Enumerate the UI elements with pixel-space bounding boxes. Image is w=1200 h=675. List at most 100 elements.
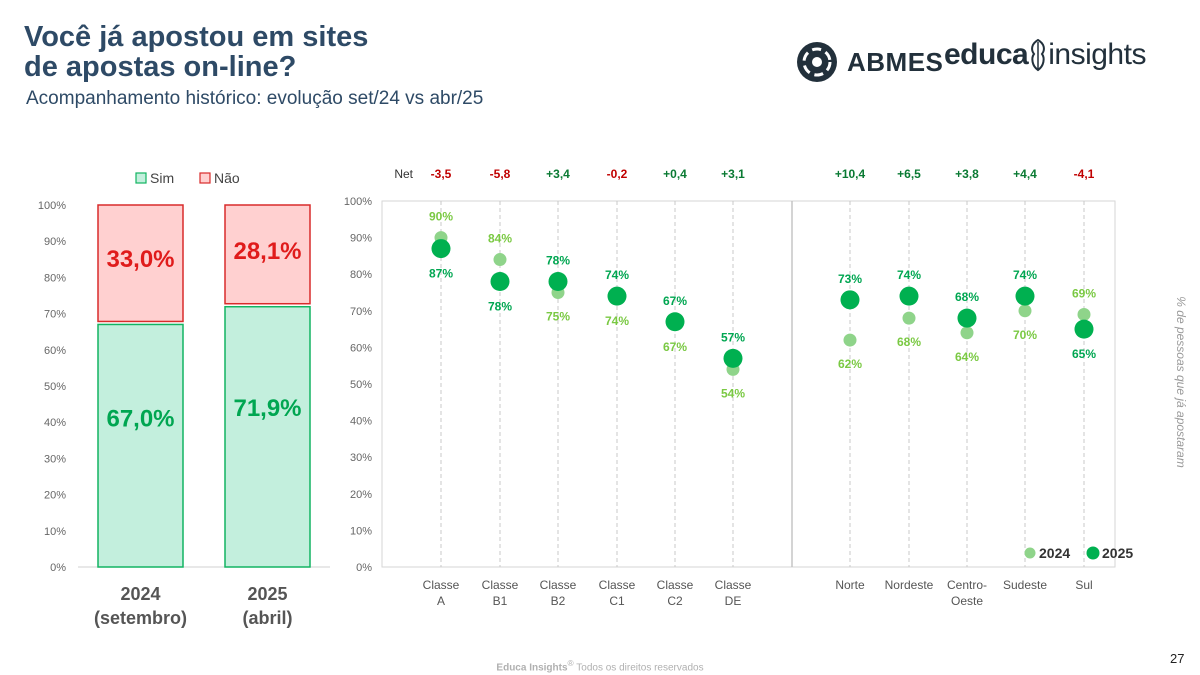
dot-2025 <box>723 348 743 368</box>
page-subtitle: Acompanhamento histórico: evolução set/2… <box>26 88 484 109</box>
right-y-tick-label: 0% <box>356 562 372 574</box>
bar-sim <box>224 305 311 568</box>
page-number: 27 <box>1170 651 1185 666</box>
legend-2024-dot <box>1024 547 1036 559</box>
insights-logo-text: insights <box>1048 38 1146 71</box>
footer-rights: Todos os direitos reservados <box>573 662 704 674</box>
page-title: Você já apostou em sites de apostas on-l… <box>24 22 368 82</box>
dot-2025 <box>490 272 510 292</box>
left-y-tick-label: 60% <box>44 345 66 357</box>
bar-nao <box>224 204 311 305</box>
right-y-tick-label: 20% <box>350 489 372 501</box>
net-value-label: -3,5 <box>431 167 452 181</box>
right-y-tick-label: 100% <box>344 196 372 208</box>
legend-2025-dot <box>1086 546 1100 560</box>
dot-2025 <box>1015 286 1035 306</box>
dot-2024 <box>960 326 974 340</box>
dot-2024-value-label: 54% <box>721 386 745 400</box>
net-value-label: +0,4 <box>663 167 687 181</box>
right-y-tick-label: 80% <box>350 269 372 281</box>
x-category-label: Classe <box>657 578 694 592</box>
dot-2025 <box>957 308 977 328</box>
x-category-label: B2 <box>551 594 566 608</box>
net-value-label: +4,4 <box>1013 167 1037 181</box>
dot-2024-value-label: 68% <box>897 335 921 349</box>
x-category-label: Classe <box>482 578 519 592</box>
left-y-tick-label: 20% <box>44 490 66 502</box>
legend-sim-swatch <box>135 172 147 184</box>
left-category-label: 2024 <box>120 584 160 604</box>
x-category-label: C1 <box>609 594 625 608</box>
x-category-label: Sudeste <box>1003 578 1047 592</box>
bar-sim-value-label: 71,9% <box>233 395 301 422</box>
dot-2025 <box>431 239 451 259</box>
left-y-tick-label: 100% <box>38 200 66 212</box>
dot-2025-value-label: 65% <box>1072 347 1096 361</box>
right-y-tick-label: 30% <box>350 452 372 464</box>
left-category-label: (setembro) <box>94 608 187 628</box>
dot-2024 <box>1018 304 1032 318</box>
right-y-tick-label: 60% <box>350 342 372 354</box>
dot-2024 <box>902 311 916 325</box>
net-value-label: -4,1 <box>1074 167 1095 181</box>
left-y-tick-label: 70% <box>44 309 66 321</box>
left-y-tick-label: 90% <box>44 236 66 248</box>
x-category-label: Nordeste <box>885 578 934 592</box>
net-value-label: +3,1 <box>721 167 745 181</box>
dot-2024-value-label: 70% <box>1013 328 1037 342</box>
bar-sim <box>97 323 184 568</box>
dot-2024-value-label: 90% <box>429 210 453 224</box>
dot-2024 <box>1077 307 1091 321</box>
abmes-logo-text: ABMES <box>847 46 944 77</box>
left-category-label: (abril) <box>242 608 292 628</box>
dot-2025-value-label: 73% <box>838 272 862 286</box>
footer-registered: ® <box>567 658 574 668</box>
dot-2025-value-label: 78% <box>488 300 512 314</box>
dot-2024-value-label: 75% <box>546 310 570 324</box>
x-category-label: Norte <box>835 578 865 592</box>
x-category-label: Sul <box>1075 578 1092 592</box>
dot-2025 <box>665 312 685 332</box>
dot-2025-value-label: 67% <box>663 294 687 308</box>
x-category-label: DE <box>725 594 742 608</box>
net-row-label: Net <box>394 167 413 181</box>
footer: Educa Insights® Todos os direitos reserv… <box>0 658 1200 673</box>
bar-nao-value-label: 28,1% <box>233 238 301 265</box>
y-axis-side-label: % de pessoas que já apostaram <box>1170 282 1192 482</box>
left-y-tick-label: 10% <box>44 526 66 538</box>
net-value-label: +10,4 <box>835 167 866 181</box>
right-plot-frame <box>381 200 1116 568</box>
x-category-label: A <box>437 594 445 608</box>
dot-2025-value-label: 74% <box>897 268 921 282</box>
net-value-label: +3,8 <box>955 167 979 181</box>
title-line-2: de apostas on-line? <box>24 51 297 83</box>
brain-icon <box>1031 38 1046 72</box>
abmes-logo: ABMES <box>795 40 943 84</box>
net-value-label: +3,4 <box>546 167 570 181</box>
net-value-label: -0,2 <box>607 167 628 181</box>
right-y-tick-label: 10% <box>350 525 372 537</box>
x-category-label: Centro- <box>947 578 987 592</box>
dot-2025 <box>840 290 860 310</box>
x-category-label: Classe <box>599 578 636 592</box>
left-category-label: 2025 <box>247 584 287 604</box>
legend-sim-label: Sim <box>150 170 174 186</box>
x-category-label: Classe <box>715 578 752 592</box>
footer-brand: Educa Insights <box>496 662 568 674</box>
x-category-label: B1 <box>493 594 508 608</box>
dot-2025 <box>899 286 919 306</box>
dot-2025 <box>607 286 627 306</box>
x-category-label: Classe <box>540 578 577 592</box>
bar-sim-value-label: 67,0% <box>106 405 174 432</box>
legend-nao-label: Não <box>214 170 240 186</box>
x-category-label: C2 <box>667 594 683 608</box>
educa-insights-logo: educa insights <box>944 38 1146 72</box>
right-y-tick-label: 70% <box>350 306 372 318</box>
dot-2025-value-label: 74% <box>605 268 629 282</box>
bar-nao <box>97 204 184 323</box>
left-y-tick-label: 80% <box>44 272 66 284</box>
dot-2025-value-label: 68% <box>955 290 979 304</box>
dot-2024 <box>843 333 857 347</box>
net-value-label: -5,8 <box>490 167 511 181</box>
